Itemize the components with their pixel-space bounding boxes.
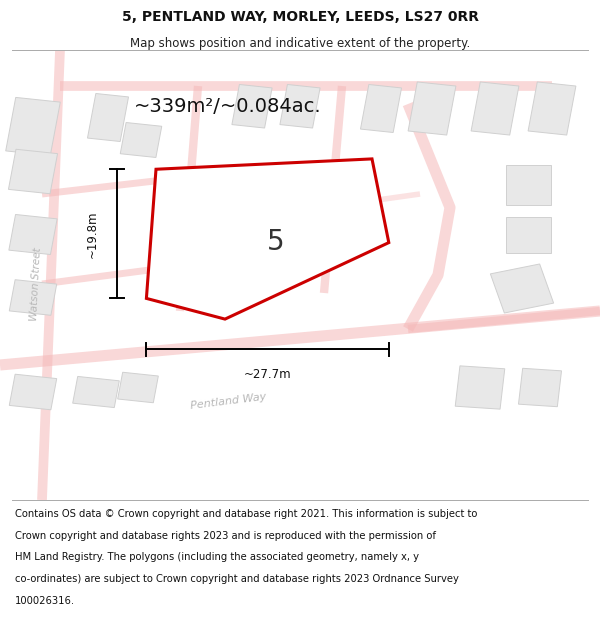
Polygon shape <box>6 98 60 156</box>
Polygon shape <box>120 122 162 158</box>
Text: 100026316.: 100026316. <box>15 596 75 606</box>
Polygon shape <box>361 84 401 132</box>
Polygon shape <box>528 82 576 135</box>
Polygon shape <box>505 216 551 252</box>
Polygon shape <box>455 366 505 409</box>
Polygon shape <box>232 84 272 128</box>
Polygon shape <box>471 82 519 135</box>
Polygon shape <box>118 372 158 402</box>
Polygon shape <box>280 84 320 128</box>
Polygon shape <box>518 368 562 407</box>
Text: ~27.7m: ~27.7m <box>244 368 292 381</box>
Polygon shape <box>505 165 551 205</box>
Text: Pentland Way: Pentland Way <box>190 391 266 411</box>
Polygon shape <box>88 94 128 141</box>
Polygon shape <box>9 214 57 254</box>
Polygon shape <box>9 280 57 315</box>
Text: 5: 5 <box>267 228 284 256</box>
Text: 5, PENTLAND WAY, MORLEY, LEEDS, LS27 0RR: 5, PENTLAND WAY, MORLEY, LEEDS, LS27 0RR <box>121 10 479 24</box>
Polygon shape <box>146 159 389 319</box>
Polygon shape <box>233 206 307 254</box>
Polygon shape <box>9 374 57 410</box>
Polygon shape <box>490 264 554 313</box>
Text: Map shows position and indicative extent of the property.: Map shows position and indicative extent… <box>130 38 470 51</box>
Polygon shape <box>408 82 456 135</box>
Text: Watson Street: Watson Street <box>29 247 43 321</box>
Polygon shape <box>73 376 119 408</box>
Text: co-ordinates) are subject to Crown copyright and database rights 2023 Ordnance S: co-ordinates) are subject to Crown copyr… <box>15 574 459 584</box>
Text: ~19.8m: ~19.8m <box>85 210 98 258</box>
Text: HM Land Registry. The polygons (including the associated geometry, namely x, y: HM Land Registry. The polygons (includin… <box>15 552 419 562</box>
Text: Crown copyright and database rights 2023 and is reproduced with the permission o: Crown copyright and database rights 2023… <box>15 531 436 541</box>
Text: Contains OS data © Crown copyright and database right 2021. This information is : Contains OS data © Crown copyright and d… <box>15 509 478 519</box>
Text: ~339m²/~0.084ac.: ~339m²/~0.084ac. <box>134 97 322 116</box>
Polygon shape <box>8 149 58 194</box>
